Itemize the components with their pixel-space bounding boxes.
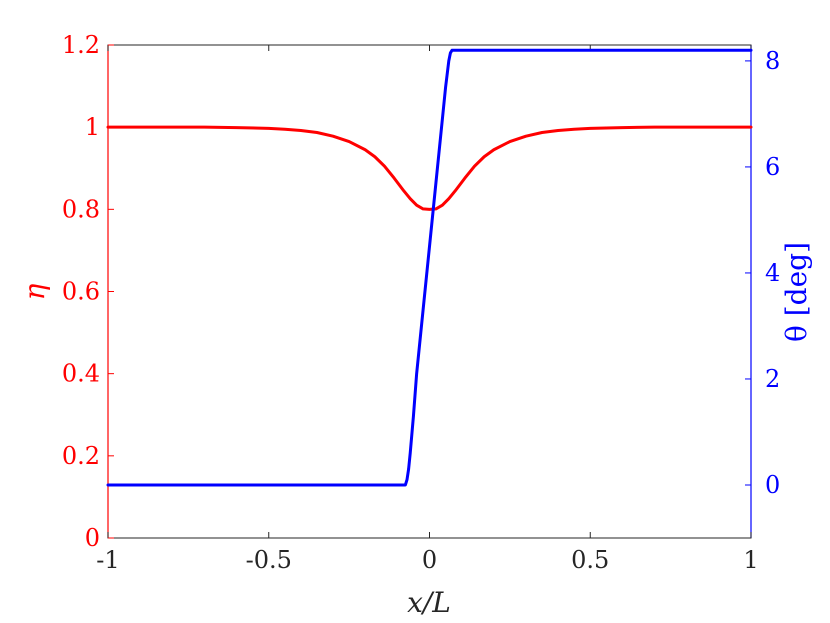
right-y-tick-label: 4 <box>765 259 780 287</box>
left-y-tick-label: 1.2 <box>62 31 100 59</box>
right-y-tick-label: 0 <box>765 471 780 499</box>
left-y-tick-label: 0.6 <box>62 278 100 306</box>
right-y-tick-label: 8 <box>765 47 780 75</box>
x-tick-label: -1 <box>96 546 119 574</box>
eta-series-line <box>106 125 753 211</box>
left-y-axis-label: η <box>18 283 51 300</box>
plot-frame <box>107 44 752 539</box>
left-y-tick-label: 0.2 <box>62 442 100 470</box>
plot-area <box>107 44 752 539</box>
right-y-axis-label: θ [deg] <box>780 242 813 342</box>
x-tick-label: 1 <box>743 546 758 574</box>
left-y-axis-ticks: 0 0.2 0.4 0.6 0.8 1 1.2 <box>62 31 114 552</box>
left-y-tick-label: 1 <box>85 113 100 141</box>
right-y-tick-label: 2 <box>765 365 780 393</box>
left-y-tick-label: 0 <box>85 524 100 552</box>
right-y-axis-ticks: 0 2 4 6 8 <box>745 47 780 499</box>
x-axis-label: x/L <box>407 586 451 619</box>
x-axis-ticks: -1 -0.5 0 0.5 1 <box>96 45 759 574</box>
series-layer <box>106 48 753 487</box>
x-tick-label: 0.5 <box>571 546 609 574</box>
left-y-tick-label: 0.4 <box>62 360 100 388</box>
x-tick-label: -0.5 <box>246 546 292 574</box>
theta-series-line <box>106 48 753 487</box>
right-y-tick-label: 6 <box>765 153 780 181</box>
left-y-tick-label: 0.8 <box>62 195 100 223</box>
x-tick-label: 0 <box>422 546 437 574</box>
